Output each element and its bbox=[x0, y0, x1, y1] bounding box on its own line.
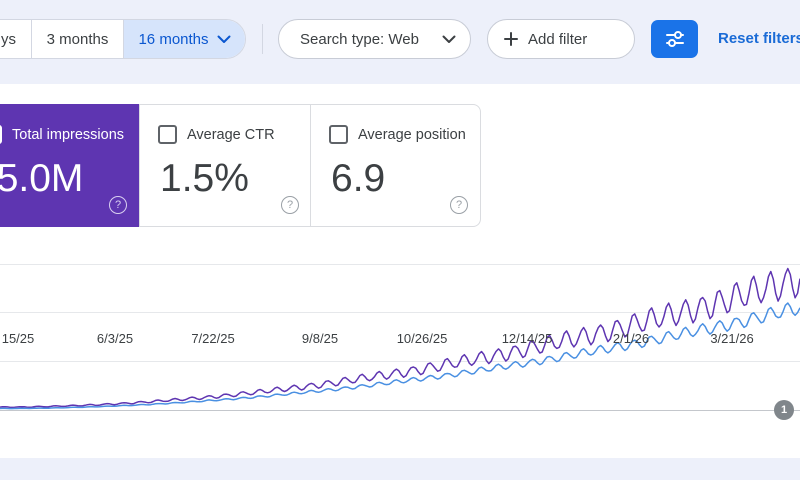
performance-card: Total impressions 35.0M ? Average CTR 1.… bbox=[0, 84, 800, 458]
reset-filters-link[interactable]: Reset filters bbox=[718, 30, 800, 47]
metric-header: Average CTR bbox=[158, 125, 275, 144]
x-tick-label: 12/14/25 bbox=[501, 331, 553, 346]
metric-header: Average position bbox=[329, 125, 466, 144]
tune-icon bbox=[665, 31, 684, 47]
add-filter-button[interactable]: Add filter bbox=[487, 19, 635, 59]
range-option-days[interactable]: ys bbox=[0, 20, 32, 58]
chevron-down-icon bbox=[217, 35, 231, 43]
clicks-series-line bbox=[0, 302, 800, 410]
search-type-dropdown[interactable]: Search type: Web bbox=[278, 19, 471, 59]
metric-value: 1.5% bbox=[160, 157, 249, 200]
checkbox-unchecked-icon[interactable] bbox=[158, 125, 177, 144]
filter-settings-button[interactable] bbox=[651, 20, 698, 58]
metric-value: 6.9 bbox=[331, 157, 386, 200]
x-tick-label: 7/22/25 bbox=[191, 331, 235, 346]
filter-bar: ys 3 months 16 months Search type: Web A… bbox=[0, 0, 800, 84]
performance-chart-svg bbox=[0, 264, 800, 411]
range-option-3-months[interactable]: 3 months bbox=[32, 20, 124, 58]
help-icon[interactable]: ? bbox=[109, 196, 127, 214]
metric-total-impressions[interactable]: Total impressions 35.0M ? bbox=[0, 104, 140, 227]
performance-chart bbox=[0, 264, 800, 458]
metric-average-position[interactable]: Average position 6.9 ? bbox=[310, 104, 481, 227]
plus-icon bbox=[504, 32, 518, 46]
help-icon[interactable]: ? bbox=[450, 196, 468, 214]
metric-label: Average position bbox=[358, 126, 466, 143]
x-tick-label: 10/26/25 bbox=[396, 331, 448, 346]
impressions-series-line bbox=[0, 267, 800, 409]
x-tick-label: 9/8/25 bbox=[301, 331, 339, 346]
x-tick-label: 2/1/26 bbox=[612, 331, 650, 346]
metric-value: 35.0M bbox=[0, 157, 84, 200]
metric-label: Average CTR bbox=[187, 126, 275, 143]
metric-header: Total impressions bbox=[0, 125, 124, 144]
chevron-down-icon bbox=[442, 35, 456, 43]
search-type-label: Search type: Web bbox=[300, 30, 419, 48]
checkbox-checked-icon[interactable] bbox=[0, 125, 2, 144]
x-tick-label: 6/3/25 bbox=[96, 331, 134, 346]
date-range-selector: ys 3 months 16 months bbox=[0, 19, 246, 59]
x-tick-label: 3/21/26 bbox=[710, 331, 754, 346]
help-icon[interactable]: ? bbox=[281, 196, 299, 214]
annotation-badge[interactable]: 1 bbox=[774, 400, 794, 420]
metric-label: Total impressions bbox=[12, 126, 125, 143]
x-axis-labels: 15/25 6/3/25 7/22/25 9/8/25 10/26/25 12/14/25… bbox=[0, 331, 800, 351]
metric-average-ctr[interactable]: Average CTR 1.5% ? bbox=[139, 104, 311, 227]
checkbox-unchecked-icon[interactable] bbox=[329, 125, 348, 144]
range-option-16-months-label: 16 months bbox=[138, 30, 209, 48]
add-filter-label: Add filter bbox=[528, 30, 588, 48]
x-tick-label: 15/25 bbox=[1, 331, 35, 346]
range-option-16-months[interactable]: 16 months bbox=[124, 20, 245, 58]
toolbar-divider bbox=[262, 24, 263, 54]
